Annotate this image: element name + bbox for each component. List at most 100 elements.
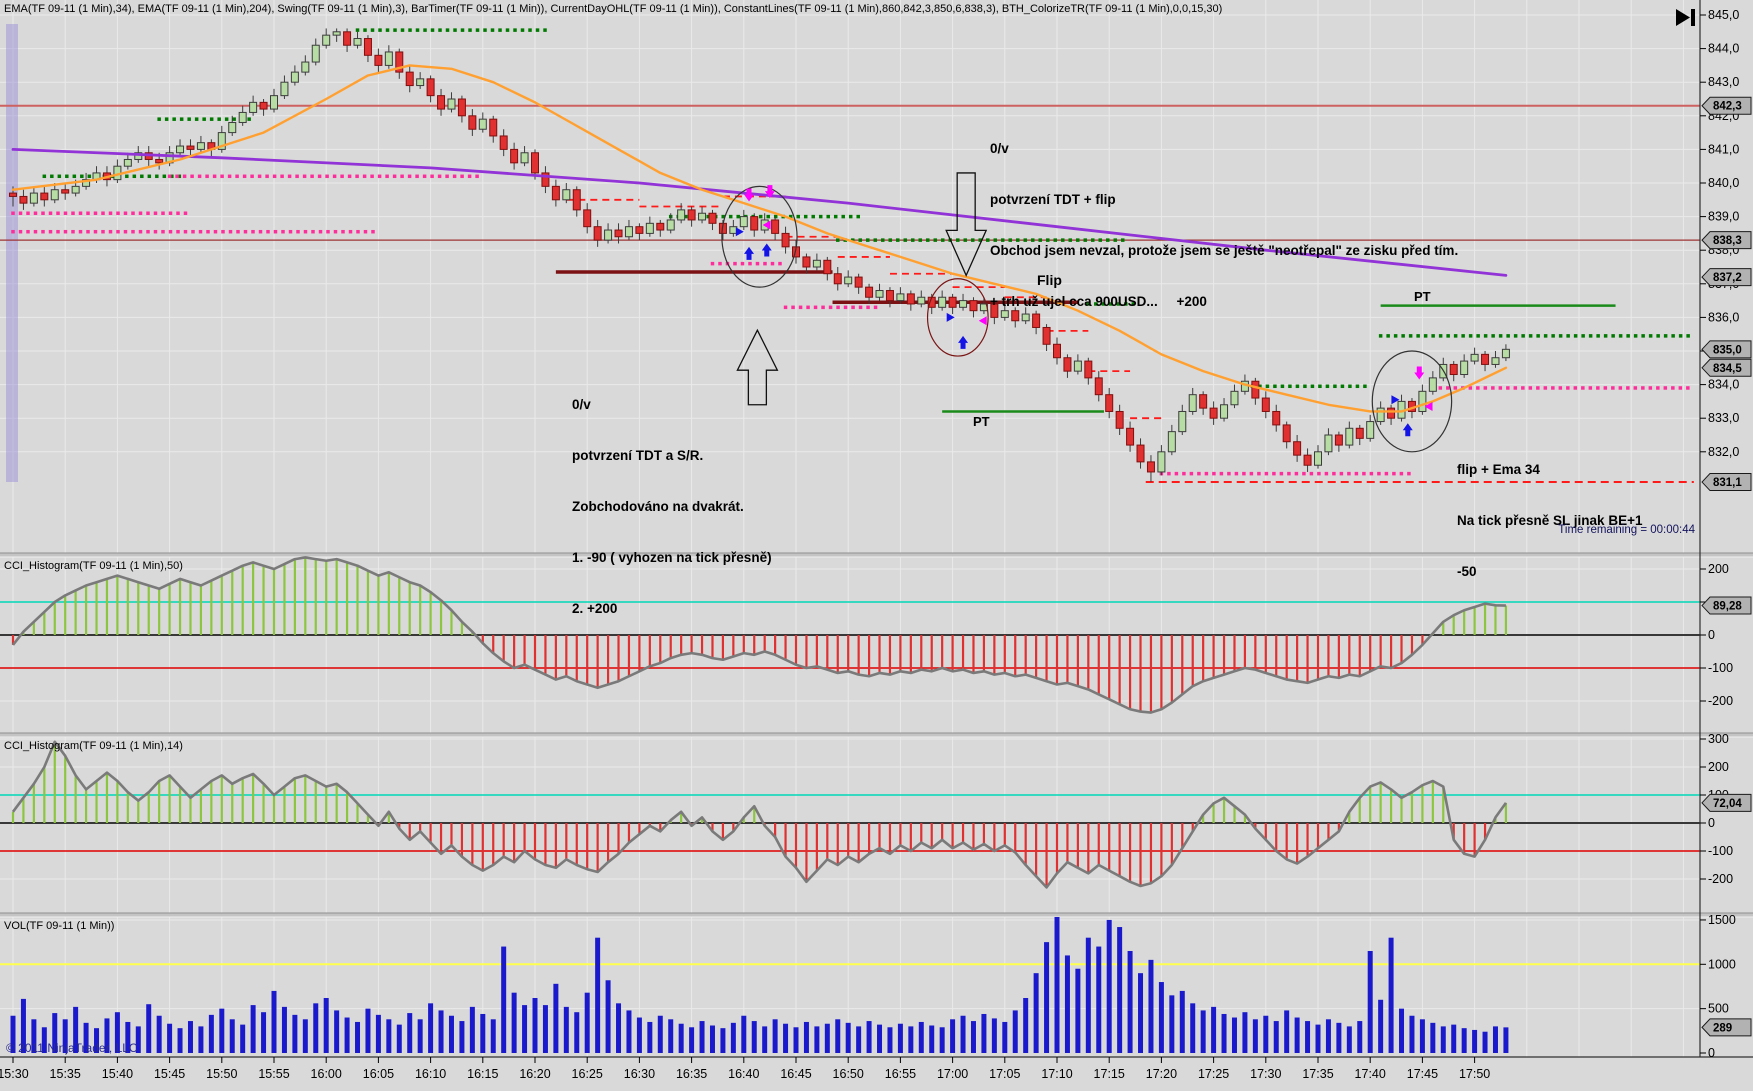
profit-target-2-label[interactable]: PT <box>1414 289 1431 304</box>
swing-dot <box>18 229 23 234</box>
swing-dot <box>733 261 737 266</box>
swing-dot <box>1053 238 1058 242</box>
volume-bar <box>1315 1024 1321 1053</box>
candlestick <box>19 195 28 204</box>
swing-dot <box>1317 471 1321 476</box>
swing-dot <box>71 211 75 215</box>
volume-bar <box>532 998 538 1053</box>
jump-to-last-bar-icon[interactable] <box>1676 9 1695 26</box>
swing-dot <box>1626 386 1630 390</box>
swing-dot <box>1663 334 1668 338</box>
swing-dot <box>1618 386 1623 390</box>
volume-bar <box>657 1015 663 1053</box>
swing-dot <box>87 174 92 179</box>
volume-bar <box>114 1012 120 1053</box>
swing-dot <box>941 238 945 242</box>
volume-bar <box>323 998 329 1053</box>
candlestick <box>854 276 863 288</box>
volume-bar <box>417 1019 423 1053</box>
volume-bar <box>1388 937 1394 1053</box>
flip-line-label[interactable]: Flip <box>1037 272 1062 288</box>
swing-dot <box>430 174 434 179</box>
volume-bar <box>1273 1021 1279 1053</box>
swing-dot <box>475 28 480 32</box>
volume-bar <box>135 1026 141 1053</box>
left-tri-marker <box>762 220 771 230</box>
swing-dot <box>851 305 855 310</box>
swing-dot <box>1611 386 1615 390</box>
annotation-trade-2[interactable]: 0/v potvrzení TDT + flip Obchod jsem nev… <box>990 106 1458 344</box>
price-tick-label: 833,0 <box>1708 411 1739 425</box>
swing-dot <box>198 229 203 234</box>
profit-target-1-label[interactable]: PT <box>973 414 990 429</box>
axis-value-tag <box>1701 793 1752 812</box>
annotation-ellipse[interactable] <box>926 278 989 357</box>
annotation-ellipse[interactable] <box>721 185 798 288</box>
swing-dot <box>1648 386 1653 390</box>
volume-bar <box>219 1008 225 1053</box>
candlestick <box>1501 348 1510 359</box>
swing-dot <box>1476 334 1480 338</box>
swing-dot <box>896 238 900 242</box>
volume-bar <box>762 1026 768 1053</box>
volume-bar <box>1419 1019 1425 1053</box>
panel-splitter[interactable] <box>0 553 1753 557</box>
axis-value-tag-text: 838,3 <box>1713 235 1742 247</box>
up-arrow-marker <box>761 243 772 257</box>
swing-dot <box>1001 238 1005 242</box>
candlestick <box>1481 353 1490 365</box>
candlestick <box>489 118 498 137</box>
annotation-ellipse[interactable] <box>1371 350 1453 453</box>
time-tick-label: 15:30 <box>0 1067 29 1081</box>
swing-dot <box>355 28 360 32</box>
swing-dot <box>287 174 292 179</box>
volume-bar <box>1482 1031 1488 1053</box>
cci50-tick-label: -200 <box>1708 694 1733 708</box>
swing-dot <box>1401 334 1405 338</box>
annotation-trade-3[interactable]: flip + Ema 34 Na tick přesně SL jinak BE… <box>1457 427 1642 614</box>
candlestick <box>238 111 247 124</box>
candlestick <box>1126 427 1135 446</box>
swing-dot <box>841 214 845 219</box>
cci14-tick-label: -100 <box>1708 844 1733 858</box>
swing-dot <box>1348 384 1352 389</box>
swing-dot <box>1678 386 1683 390</box>
candlestick <box>917 296 926 305</box>
right-tri-marker <box>946 312 955 322</box>
panel-splitter[interactable] <box>0 913 1753 917</box>
swing-dot <box>1392 471 1396 476</box>
hollow-down-arrow[interactable] <box>945 172 988 278</box>
annotation-trade-1[interactable]: 0/v potvrzení TDT a S/R. Zobchodováno na… <box>572 362 772 651</box>
candlestick <box>457 98 466 117</box>
swing-dot <box>1528 386 1533 390</box>
swing-dot <box>1506 334 1510 338</box>
swing-dot <box>1325 384 1330 389</box>
volume-bar <box>177 1028 183 1053</box>
volume-bar <box>605 980 611 1053</box>
hollow-up-arrow[interactable] <box>736 328 779 406</box>
ema-34-line <box>11 64 1508 413</box>
cci14-tick-label: 200 <box>1708 760 1729 774</box>
vol-tick-label: 500 <box>1708 1002 1729 1016</box>
panel-splitter[interactable] <box>0 733 1753 737</box>
candlestick <box>1355 427 1364 439</box>
swing-dot <box>50 174 54 179</box>
volume-bar <box>1440 1026 1446 1053</box>
time-tick-label: 15:50 <box>206 1067 237 1081</box>
axis-value-tag <box>1701 231 1752 250</box>
swing-dot <box>851 238 855 242</box>
candlestick <box>781 232 790 248</box>
swing-dot <box>918 238 923 242</box>
time-tick-label: 16:40 <box>728 1067 759 1081</box>
swing-dot <box>311 229 315 234</box>
volume-bar <box>1252 1019 1258 1053</box>
swing-dot <box>770 261 775 266</box>
swing-dot <box>228 229 233 234</box>
candlestick <box>280 81 289 97</box>
swing-dot <box>272 174 277 179</box>
candlestick <box>50 189 59 201</box>
swing-dot <box>1094 302 1098 306</box>
volume-bar <box>1044 942 1050 1053</box>
candlestick <box>301 61 310 73</box>
